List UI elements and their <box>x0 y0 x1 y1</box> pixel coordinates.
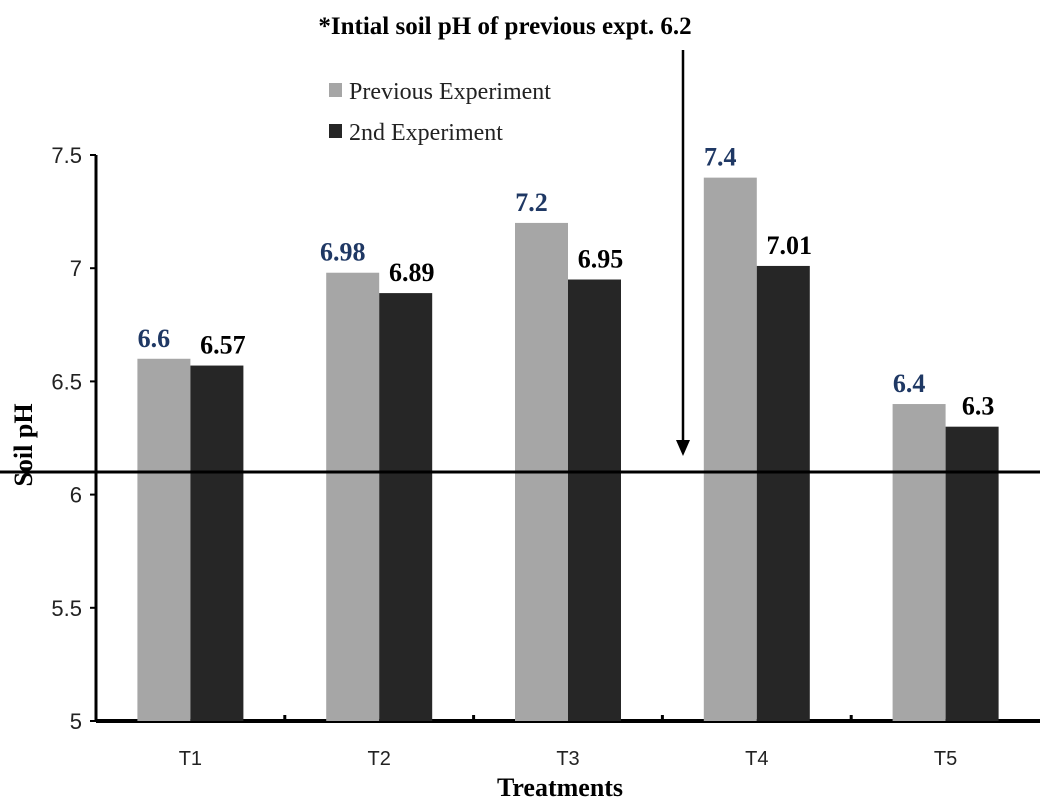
value-labels: 6.6 6.57 6.98 6.89 7.2 6.95 7.4 7.01 6.4 6.3 <box>138 143 995 421</box>
value-label-second-t4: 7.01 <box>767 231 813 260</box>
annotation-arrow <box>676 50 690 456</box>
legend-swatch-second <box>329 124 342 138</box>
y-tick-label: 6 <box>70 483 82 508</box>
x-tick-label: T4 <box>745 748 768 770</box>
x-tick-label: T1 <box>179 748 202 770</box>
y-tick-label: 6.5 <box>51 369 82 394</box>
y-tick-label: 5 <box>70 709 82 734</box>
value-label-second-t5: 6.3 <box>962 392 995 421</box>
value-label-previous-t1: 6.6 <box>138 324 171 353</box>
bar-second-t1 <box>190 365 244 721</box>
value-label-previous-t4: 7.4 <box>704 143 737 172</box>
legend-label-second: 2nd Experiment <box>349 120 503 146</box>
value-label-second-t1: 6.57 <box>200 331 246 360</box>
legend-label-previous: Previous Experiment <box>349 79 551 105</box>
y-tick-label: 5.5 <box>51 596 82 621</box>
bars <box>137 177 999 722</box>
x-tick-labels: T1 T2 T3 T4 T5 <box>179 715 957 770</box>
y-tick-label: 7 <box>70 256 82 281</box>
x-tick-label: T2 <box>368 748 391 770</box>
x-tick-label: T3 <box>556 748 579 770</box>
chart-annotation: *Intial soil pH of previous expt. 6.2 <box>318 13 691 40</box>
bar-second-t3 <box>568 279 621 721</box>
y-tick-label: 7.5 <box>51 143 82 168</box>
value-label-second-t3: 6.95 <box>578 245 624 274</box>
value-label-previous-t3: 7.2 <box>515 188 548 217</box>
value-label-second-t2: 6.89 <box>389 258 435 287</box>
bar-second-t4 <box>756 265 810 721</box>
legend: Previous Experiment 2nd Experiment <box>329 79 551 146</box>
value-label-previous-t5: 6.4 <box>893 369 926 398</box>
y-axis-title: Soil pH <box>9 403 38 486</box>
bar-previous-t4 <box>703 177 757 721</box>
bar-previous-t2 <box>326 272 380 721</box>
legend-swatch-previous <box>329 83 342 97</box>
value-label-previous-t2: 6.98 <box>320 238 366 267</box>
bar-previous-t5 <box>892 404 946 721</box>
x-axis-title: Treatments <box>497 773 623 801</box>
bar-second-t2 <box>379 293 433 721</box>
x-tick-label: T5 <box>934 748 957 770</box>
bar-second-t5 <box>945 426 999 721</box>
y-tick-labels: 5 5.5 6 6.5 7 7.5 <box>51 143 96 734</box>
bar-previous-t1 <box>137 358 191 721</box>
